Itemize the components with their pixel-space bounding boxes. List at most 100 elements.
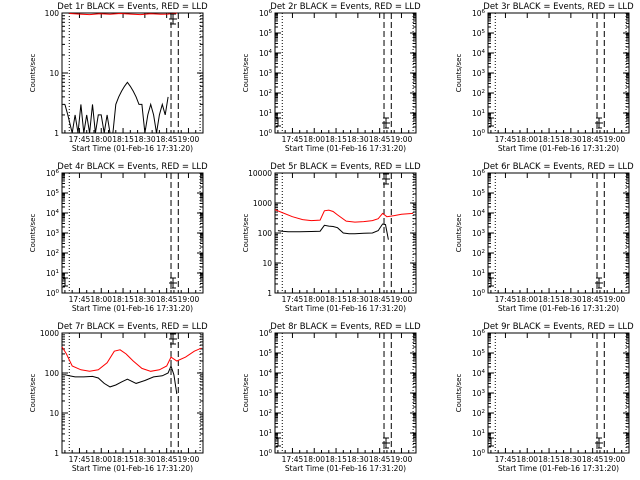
plot-frame bbox=[61, 12, 204, 134]
plot-frame bbox=[274, 12, 417, 134]
plot-frame bbox=[487, 12, 630, 134]
x-tick-label: 17:45 bbox=[495, 135, 517, 144]
plot-frame bbox=[61, 332, 204, 454]
y-axis-label: Counts/sec bbox=[29, 374, 37, 413]
x-tick-label: 19:00 bbox=[178, 455, 200, 464]
y-tick-label: 105 bbox=[472, 349, 486, 358]
y-tick-label: 103 bbox=[46, 229, 60, 238]
y-axis-label: Counts/sec bbox=[455, 54, 463, 93]
x-tick-label: 18:15 bbox=[538, 135, 560, 144]
error-bar-glyph bbox=[169, 13, 178, 25]
y-tick-label: 101 bbox=[259, 109, 272, 118]
x-tick-label: 18:30 bbox=[347, 295, 369, 304]
x-tick-label: 18:45 bbox=[369, 135, 391, 144]
x-tick-label: 18:15 bbox=[538, 455, 560, 464]
y-tick-label: 101 bbox=[472, 429, 485, 438]
y-tick-label: 100 bbox=[472, 129, 486, 138]
x-tick-label: 18:45 bbox=[582, 295, 604, 304]
y-tick-label: 101 bbox=[46, 269, 59, 278]
y-tick-label: 102 bbox=[46, 249, 59, 258]
panel-det-2: Det 2r BLACK = Events, RED = LLD 17:45 18:… bbox=[242, 2, 421, 153]
x-tick-label: 17:45 bbox=[282, 135, 304, 144]
y-tick-label: 104 bbox=[46, 209, 60, 218]
y-tick-label: 105 bbox=[472, 29, 486, 38]
x-tick-label: 18:45 bbox=[582, 135, 604, 144]
x-tick-label: 18:30 bbox=[560, 135, 582, 144]
chart-title: Det 2r BLACK = Events, RED = LLD bbox=[270, 2, 421, 12]
edge-error-glyph bbox=[489, 437, 494, 447]
edge-error-glyph bbox=[489, 117, 494, 127]
x-tick-label: 19:00 bbox=[178, 295, 200, 304]
series-events-line bbox=[277, 223, 389, 240]
plot-frame bbox=[487, 332, 630, 454]
x-tick-label: 17:45 bbox=[495, 295, 517, 304]
x-axis-label: Start Time (01-Feb-16 17:31:20) bbox=[285, 464, 406, 473]
y-axis-label: Counts/sec bbox=[242, 214, 250, 253]
x-tick-label: 17:45 bbox=[69, 135, 91, 144]
chart-title: Det 7r BLACK = Events, RED = LLD bbox=[57, 322, 208, 332]
x-tick-label: 18:00 bbox=[303, 295, 325, 304]
y-tick-label: 104 bbox=[472, 369, 486, 378]
y-axis-label: Counts/sec bbox=[29, 214, 37, 253]
x-tick-label: 17:45 bbox=[495, 455, 517, 464]
y-tick-label: 102 bbox=[259, 89, 272, 98]
y-tick-label: 10 bbox=[262, 259, 272, 268]
y-tick-label: 1000 bbox=[40, 329, 59, 338]
x-tick-label: 19:00 bbox=[604, 295, 626, 304]
y-tick-label: 101 bbox=[472, 269, 485, 278]
x-tick-label: 19:00 bbox=[391, 455, 413, 464]
y-tick-label: 102 bbox=[472, 409, 485, 418]
x-tick-label: 18:30 bbox=[347, 135, 369, 144]
x-tick-label: 19:00 bbox=[604, 135, 626, 144]
x-tick-label: 18:30 bbox=[347, 455, 369, 464]
y-tick-label: 100 bbox=[258, 229, 273, 238]
chart-title: Det 5r BLACK = Events, RED = LLD bbox=[270, 162, 421, 172]
series-lld-line bbox=[61, 346, 202, 372]
y-tick-label: 10 bbox=[49, 409, 59, 418]
x-axis-label: Start Time (01-Feb-16 17:31:20) bbox=[72, 144, 193, 153]
y-tick-label: 106 bbox=[472, 9, 486, 18]
x-tick-label: 18:15 bbox=[112, 295, 134, 304]
y-tick-label: 103 bbox=[259, 389, 273, 398]
y-axis-label: Counts/sec bbox=[29, 54, 37, 93]
x-axis-label: Start Time (01-Feb-16 17:31:20) bbox=[285, 144, 406, 153]
y-tick-label: 106 bbox=[46, 169, 60, 178]
x-tick-label: 19:00 bbox=[604, 455, 626, 464]
y-tick-label: 102 bbox=[259, 409, 272, 418]
y-tick-label: 106 bbox=[259, 329, 273, 338]
error-bar-glyph bbox=[169, 333, 178, 345]
edge-error-glyph bbox=[276, 117, 281, 127]
y-tick-label: 100 bbox=[472, 289, 486, 298]
x-axis-label: Start Time (01-Feb-16 17:31:20) bbox=[498, 304, 619, 313]
x-tick-label: 17:45 bbox=[69, 455, 91, 464]
error-bar-glyph bbox=[595, 277, 604, 289]
error-bar-glyph bbox=[595, 437, 604, 449]
x-tick-label: 18:30 bbox=[134, 135, 156, 144]
edge-error-glyph bbox=[63, 277, 68, 287]
x-tick-label: 18:45 bbox=[369, 455, 391, 464]
y-tick-label: 102 bbox=[472, 249, 485, 258]
x-tick-label: 18:00 bbox=[90, 455, 112, 464]
y-tick-label: 101 bbox=[472, 109, 485, 118]
y-tick-label: 100 bbox=[472, 449, 486, 458]
x-tick-label: 18:45 bbox=[582, 455, 604, 464]
y-tick-label: 100 bbox=[45, 9, 60, 18]
chart-title: Det 4r BLACK = Events, RED = LLD bbox=[57, 162, 208, 172]
x-tick-label: 18:30 bbox=[560, 295, 582, 304]
series-lld-line bbox=[274, 209, 414, 223]
error-bar-glyph bbox=[382, 437, 391, 449]
y-tick-label: 10000 bbox=[248, 169, 272, 178]
x-tick-label: 18:00 bbox=[516, 135, 538, 144]
x-tick-label: 18:00 bbox=[516, 455, 538, 464]
y-tick-label: 10 bbox=[49, 69, 59, 78]
x-tick-label: 18:00 bbox=[90, 135, 112, 144]
y-tick-label: 105 bbox=[472, 189, 486, 198]
y-tick-label: 103 bbox=[472, 69, 486, 78]
